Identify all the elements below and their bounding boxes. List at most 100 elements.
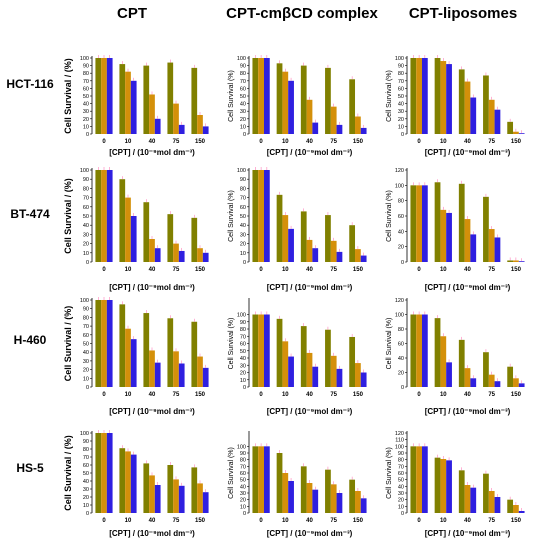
y-tick-label: 0 (243, 132, 246, 138)
bar (149, 94, 155, 134)
y-tick-label: 40 (398, 229, 404, 235)
y-tick-label: 10 (240, 124, 246, 130)
bar (416, 314, 422, 387)
bar (325, 67, 331, 134)
y-tick-label: 80 (398, 458, 404, 464)
x-axis-label: [CPT] / (10⁻⁹mol dm⁻³) (425, 407, 511, 416)
x-tick-label: 40 (464, 267, 471, 273)
y-tick-label: 60 (398, 214, 404, 220)
y-tick-label: 30 (240, 363, 246, 369)
y-tick-label: 40 (398, 356, 404, 362)
y-tick-label: 40 (83, 102, 89, 108)
x-axis-label: [CPT] / (10⁻⁹mol dm⁻³) (425, 148, 511, 157)
bar (325, 329, 331, 387)
bar (330, 355, 337, 387)
y-tick-label: 90 (83, 307, 89, 313)
x-axis-label: [CPT] / (10⁻⁹mol dm⁻³) (425, 529, 511, 538)
bar (149, 239, 155, 262)
y-tick-label: 80 (398, 71, 404, 77)
x-tick-label: 10 (125, 392, 132, 398)
y-tick-label: 50 (398, 94, 404, 100)
x-tick-label: 0 (417, 518, 421, 524)
bar (288, 481, 294, 513)
bar (178, 363, 185, 387)
y-tick-label: 20 (83, 368, 89, 374)
y-tick-label: 30 (83, 109, 89, 115)
y-tick-label: 60 (240, 86, 246, 92)
y-tick-label: 120 (395, 431, 404, 437)
bar (154, 485, 161, 513)
column-title-cpt: CPT (117, 5, 147, 22)
y-tick-label: 60 (83, 463, 89, 469)
bar (143, 65, 150, 134)
y-tick-label: 60 (83, 205, 89, 211)
x-tick-label: 0 (259, 267, 263, 273)
y-tick-label: 20 (398, 371, 404, 377)
bar (494, 497, 501, 513)
column-title-complex: CPT-cmβCD complex (226, 5, 378, 22)
y-tick-label: 60 (398, 342, 404, 348)
y-tick-label: 30 (240, 491, 246, 497)
bar (518, 511, 525, 513)
bar (95, 433, 102, 513)
x-tick-label: 150 (353, 392, 364, 398)
y-tick-label: 10 (83, 124, 89, 130)
y-tick-label: 70 (398, 464, 404, 470)
y-tick-label: 20 (240, 242, 246, 248)
y-tick-label: 100 (237, 313, 246, 319)
y-tick-label: 60 (240, 205, 246, 211)
x-tick-label: 40 (464, 392, 471, 398)
y-tick-label: 90 (240, 451, 246, 457)
x-tick-label: 10 (125, 139, 132, 145)
bar (191, 67, 198, 134)
y-tick-label: 30 (240, 232, 246, 238)
y-tick-label: 50 (240, 349, 246, 355)
y-tick-label: 30 (83, 359, 89, 365)
bar (154, 118, 161, 134)
bar (125, 71, 131, 134)
bar (458, 183, 465, 262)
bar (306, 483, 313, 513)
y-tick-label: 40 (240, 356, 246, 362)
x-tick-label: 75 (330, 139, 337, 145)
y-tick-label: 90 (83, 64, 89, 70)
x-axis-label: [CPT] / (10⁻⁹mol dm⁻³) (109, 529, 195, 538)
y-tick-label: 30 (83, 232, 89, 238)
y-tick-label: 0 (86, 260, 89, 266)
bar (507, 499, 514, 513)
y-tick-label: 70 (83, 196, 89, 202)
y-tick-label: 80 (240, 458, 246, 464)
bar (440, 61, 447, 134)
y-tick-label: 90 (240, 177, 246, 183)
x-tick-label: 150 (511, 139, 522, 145)
bar (119, 304, 126, 387)
bar (130, 454, 137, 513)
bar (434, 457, 441, 513)
y-tick-label: 50 (240, 478, 246, 484)
y-tick-label: 10 (398, 124, 404, 130)
bar (95, 300, 102, 387)
row-label-hct116: HCT-116 (6, 77, 54, 91)
bar (173, 243, 179, 262)
x-tick-label: 0 (259, 518, 263, 524)
bar (197, 483, 203, 513)
x-tick-label: 75 (330, 518, 337, 524)
bar (434, 58, 441, 134)
bar (101, 170, 107, 262)
bar (416, 446, 422, 513)
column-title-liposomes: CPT-liposomes (409, 5, 517, 22)
bar (410, 185, 417, 262)
bar (416, 185, 422, 262)
x-tick-label: 150 (195, 392, 206, 398)
y-tick-label: 90 (240, 320, 246, 326)
bar (513, 260, 519, 262)
bar (252, 58, 259, 134)
x-tick-label: 0 (102, 518, 106, 524)
y-tick-label: 90 (240, 64, 246, 70)
bar (154, 248, 161, 262)
y-tick-label: 50 (83, 214, 89, 220)
row-label-h460: H-460 (14, 333, 47, 347)
y-tick-label: 0 (401, 385, 404, 391)
